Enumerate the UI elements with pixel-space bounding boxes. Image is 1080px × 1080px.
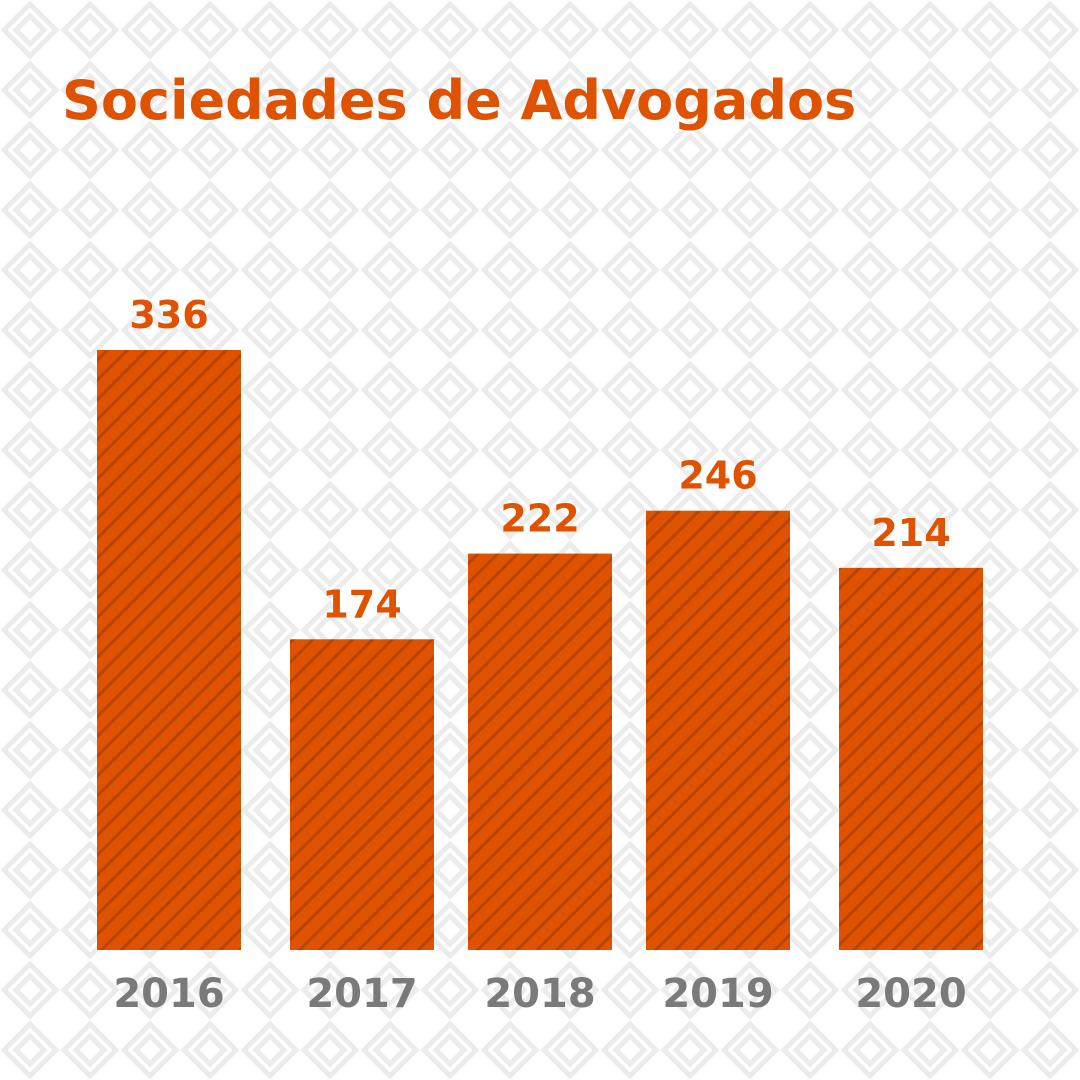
category-label-2018: 2018 — [484, 971, 595, 1017]
category-labels-group: 2016 2017 2018 2019 2020 — [113, 971, 966, 1017]
value-label-2020: 214 — [871, 511, 950, 555]
bars-group — [97, 350, 983, 950]
category-label-2020: 2020 — [855, 971, 966, 1017]
category-label-2019: 2019 — [662, 971, 773, 1017]
value-label-2019: 246 — [678, 454, 757, 498]
bar-2019 — [646, 510, 790, 950]
bar-2016 — [97, 350, 241, 950]
category-label-2016: 2016 — [113, 971, 224, 1017]
category-label-2017: 2017 — [306, 971, 417, 1017]
value-label-2018: 222 — [500, 497, 579, 541]
bar-2020 — [839, 567, 983, 950]
chart-title: Sociedades de Advogados — [62, 69, 856, 132]
bar-2018 — [468, 553, 612, 950]
value-label-2016: 336 — [129, 293, 208, 337]
value-label-2017: 174 — [322, 582, 401, 626]
bar-2017 — [290, 639, 434, 950]
value-labels-group: 336 174 222 246 214 — [129, 293, 950, 626]
